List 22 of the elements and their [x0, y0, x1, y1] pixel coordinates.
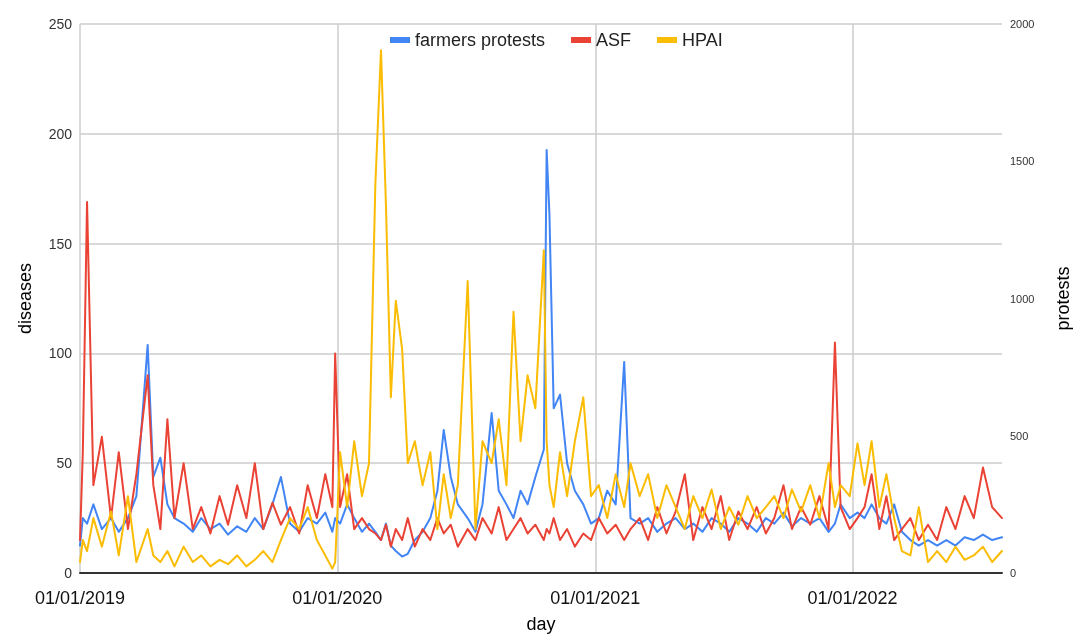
x-tick-label: 01/01/2020 — [292, 588, 383, 608]
y2-tick-label: 2000 — [1010, 18, 1035, 30]
x-tick-label: 01/01/2019 — [34, 588, 126, 608]
x-tick-label: 01/01/2022 — [807, 588, 898, 608]
y2-axis-title: protests — [1053, 266, 1073, 331]
y2-tick-label: 500 — [1010, 429, 1029, 442]
y-tick-label: 0 — [64, 565, 73, 581]
legend-label: ASF — [596, 30, 632, 50]
y-tick-label: 100 — [48, 345, 73, 362]
y-axis-title: diseases — [15, 262, 35, 335]
y2-tick-label: 1500 — [1010, 155, 1035, 168]
y2-tick-label: 1000 — [1010, 292, 1035, 305]
y-tick-label: 200 — [48, 125, 73, 142]
legend-label: farmers protests — [415, 30, 546, 50]
x-axis-title: day — [526, 614, 556, 634]
x-tick-label: 01/01/2021 — [550, 588, 641, 608]
y-tick-label: 150 — [48, 235, 73, 252]
y-tick-label: 250 — [48, 16, 73, 32]
y-tick-label: 50 — [56, 455, 73, 472]
y2-tick-label: 0 — [1010, 567, 1017, 579]
legend-label: HPAI — [682, 30, 723, 50]
line-series — [79, 49, 1003, 570]
